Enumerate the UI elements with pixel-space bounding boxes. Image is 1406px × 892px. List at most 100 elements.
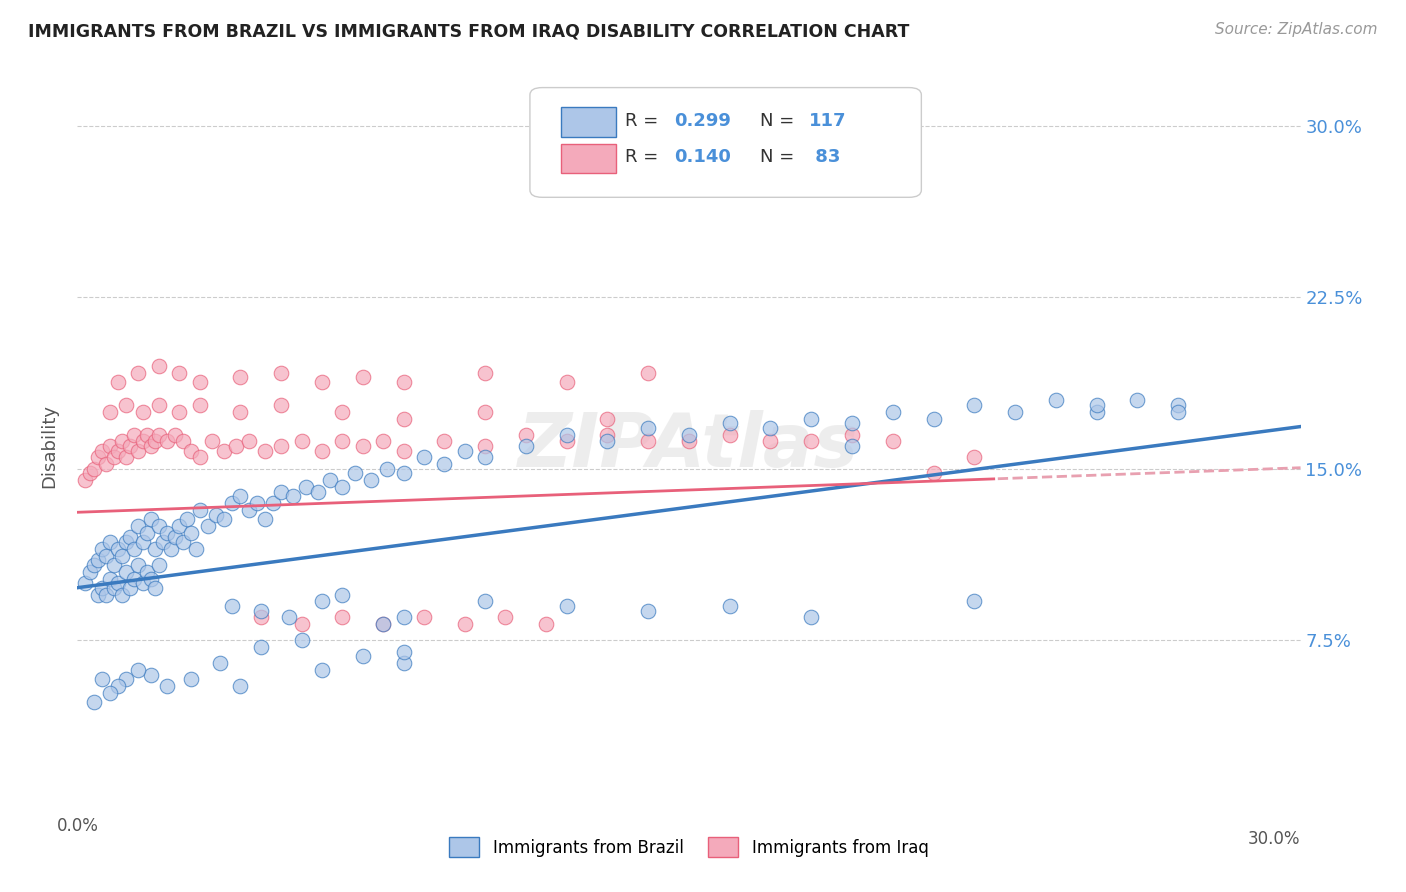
Point	[392, 411, 415, 425]
Point	[596, 411, 619, 425]
Point	[319, 473, 342, 487]
Point	[515, 439, 537, 453]
Point	[555, 427, 578, 442]
Point	[371, 617, 394, 632]
Point	[555, 599, 578, 613]
Point	[131, 576, 153, 591]
Point	[172, 434, 194, 449]
Point	[413, 610, 436, 624]
Point	[332, 434, 354, 449]
Point	[307, 484, 329, 499]
FancyBboxPatch shape	[530, 87, 921, 197]
Point	[111, 549, 134, 563]
Point	[165, 530, 187, 544]
Point	[253, 443, 276, 458]
Point	[107, 541, 129, 556]
Point	[1167, 405, 1189, 419]
Point	[188, 398, 211, 412]
Point	[392, 610, 415, 624]
Point	[148, 398, 170, 412]
Point	[135, 565, 157, 579]
Point	[148, 558, 170, 572]
Point	[311, 375, 333, 389]
Point	[1085, 398, 1108, 412]
Point	[148, 519, 170, 533]
Point	[278, 610, 301, 624]
Point	[238, 434, 260, 449]
Point	[371, 617, 394, 632]
Point	[392, 645, 415, 659]
Point	[184, 541, 207, 556]
Point	[759, 434, 782, 449]
Point	[1085, 405, 1108, 419]
Point	[103, 581, 125, 595]
Text: 0.299: 0.299	[675, 112, 731, 129]
Point	[98, 535, 121, 549]
Point	[98, 405, 121, 419]
Point	[283, 489, 305, 503]
Point	[229, 679, 252, 693]
Point	[83, 462, 105, 476]
Point	[332, 480, 354, 494]
Point	[718, 427, 741, 442]
Point	[238, 503, 260, 517]
Point	[131, 434, 153, 449]
Point	[270, 398, 292, 412]
Text: 0.140: 0.140	[675, 148, 731, 166]
Point	[124, 427, 146, 442]
Point	[197, 519, 219, 533]
Point	[250, 604, 273, 618]
Point	[413, 450, 436, 465]
Point	[143, 541, 166, 556]
Point	[360, 473, 382, 487]
Point	[637, 434, 659, 449]
Point	[253, 512, 276, 526]
Point	[311, 663, 333, 677]
Point	[270, 484, 292, 499]
Point	[98, 686, 121, 700]
Point	[270, 439, 292, 453]
Point	[637, 421, 659, 435]
Y-axis label: Disability: Disability	[41, 404, 59, 488]
Text: ZIPAtlas: ZIPAtlas	[519, 409, 859, 483]
Point	[90, 581, 112, 595]
Point	[352, 439, 374, 453]
Point	[678, 434, 700, 449]
Point	[250, 640, 273, 655]
Point	[139, 667, 162, 681]
Point	[311, 443, 333, 458]
Text: IMMIGRANTS FROM BRAZIL VS IMMIGRANTS FROM IRAQ DISABILITY CORRELATION CHART: IMMIGRANTS FROM BRAZIL VS IMMIGRANTS FRO…	[28, 22, 910, 40]
Text: 83: 83	[808, 148, 841, 166]
Point	[800, 434, 823, 449]
Point	[392, 375, 415, 389]
Point	[94, 549, 117, 563]
Point	[135, 427, 157, 442]
Point	[115, 398, 138, 412]
Point	[637, 366, 659, 380]
Point	[205, 508, 228, 522]
Point	[148, 359, 170, 373]
Point	[250, 610, 273, 624]
Point	[221, 496, 243, 510]
Text: R =: R =	[626, 112, 664, 129]
Point	[474, 450, 496, 465]
Point	[120, 530, 142, 544]
Point	[246, 496, 269, 510]
Point	[87, 450, 110, 465]
Point	[212, 443, 235, 458]
Point	[1167, 398, 1189, 412]
Point	[107, 679, 129, 693]
Point	[79, 467, 101, 481]
Point	[534, 617, 557, 632]
Point	[221, 599, 243, 613]
Point	[637, 604, 659, 618]
Point	[87, 553, 110, 567]
Point	[107, 443, 129, 458]
Point	[882, 405, 904, 419]
Text: 117: 117	[808, 112, 846, 129]
Point	[474, 594, 496, 608]
Point	[515, 427, 537, 442]
Point	[98, 572, 121, 586]
Point	[800, 411, 823, 425]
Point	[495, 610, 517, 624]
